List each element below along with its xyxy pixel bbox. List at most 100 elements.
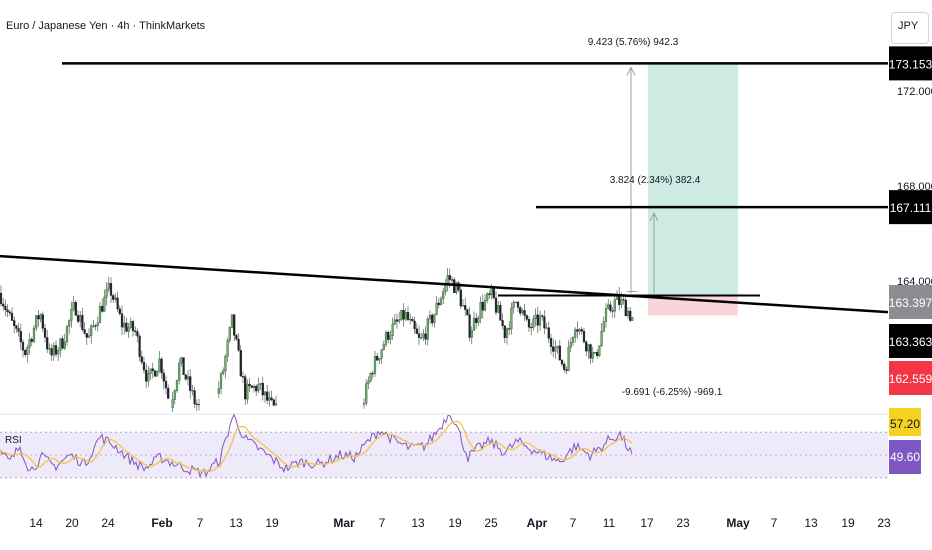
price-badge-level: 167.111: [889, 190, 932, 225]
candle: [582, 327, 586, 344]
candle: [272, 398, 275, 407]
candle-body: [30, 338, 33, 342]
price-badge-last: 163.363: [889, 324, 932, 358]
candle-body: [28, 338, 31, 348]
candle: [217, 381, 220, 399]
candle: [57, 347, 60, 361]
candle: [519, 305, 522, 317]
time-axis[interactable]: 14 20 24 Feb 7 13 19 Mar 7 13 19 25 Apr 7 11 17 23 May 7 13…: [29, 516, 891, 530]
candle: [422, 329, 425, 342]
candle-body: [233, 314, 236, 336]
candle: [178, 358, 181, 385]
candle-body: [389, 335, 392, 340]
candle: [446, 267, 449, 292]
candle: [226, 337, 229, 362]
candle-body: [505, 328, 509, 338]
candle-body: [167, 387, 170, 399]
candle-body: [439, 298, 443, 306]
candle-body: [558, 345, 561, 361]
candle: [120, 305, 124, 336]
candle-body: [415, 328, 418, 334]
candle-body: [591, 352, 594, 359]
time-tick-label: May: [726, 516, 750, 530]
candle: [481, 294, 484, 319]
candle-body: [158, 358, 161, 372]
time-tick-label: 7: [379, 516, 386, 530]
candle: [369, 371, 372, 383]
candle: [530, 322, 533, 336]
trendline[interactable]: [0, 254, 889, 314]
candle: [475, 312, 478, 330]
drawing-lines[interactable]: [0, 62, 889, 314]
candle: [433, 314, 436, 328]
candle-body: [248, 383, 251, 387]
candle-body: [173, 390, 176, 400]
candle: [384, 330, 388, 347]
candle-body: [147, 373, 150, 382]
candle-body: [244, 376, 247, 400]
candle-body: [488, 293, 491, 295]
candle-body: [37, 315, 40, 320]
candle-body: [446, 275, 449, 284]
candle: [268, 391, 271, 407]
candle-body: [604, 308, 608, 322]
candle: [483, 294, 487, 312]
candle-body: [241, 376, 245, 378]
candle-body: [527, 319, 531, 328]
candle: [538, 310, 542, 331]
candle: [15, 324, 18, 333]
candle-body: [259, 383, 262, 385]
candle: [549, 333, 553, 355]
candle-body: [369, 373, 372, 382]
candle-body: [609, 304, 612, 311]
candle: [556, 345, 559, 354]
candle: [46, 329, 49, 353]
candle-body: [246, 383, 249, 400]
candle: [263, 390, 267, 403]
candle-body: [393, 319, 396, 325]
candle: [131, 319, 135, 337]
price-badge-gray: 163.397: [889, 285, 932, 319]
currency-button[interactable]: JPY: [891, 12, 929, 44]
candle: [428, 310, 432, 325]
candle: [241, 371, 245, 384]
candle-body: [70, 308, 73, 321]
candle-body: [481, 302, 484, 311]
candle: [543, 310, 546, 335]
rsi-value-badge-text: 49.60: [890, 450, 920, 464]
candle: [171, 391, 174, 412]
candle: [219, 371, 223, 395]
candle: [138, 333, 141, 362]
candle: [41, 311, 44, 332]
candle-body: [453, 279, 456, 293]
candle-body: [448, 275, 451, 280]
position-annotation: -9.691 (-6.25%) -969.1: [622, 387, 723, 398]
candle: [398, 311, 401, 324]
candle-body: [508, 328, 511, 330]
candle-body: [398, 319, 401, 322]
candle-body: [26, 347, 29, 355]
candle-body: [61, 338, 64, 349]
candle: [569, 337, 572, 353]
candle-body: [404, 312, 407, 320]
candle: [618, 286, 621, 311]
candle-body: [54, 345, 58, 355]
candle-body: [105, 288, 108, 298]
candle: [488, 290, 491, 299]
price-badge-stop: 162.559: [889, 361, 932, 395]
candle: [43, 323, 47, 343]
candle: [21, 339, 25, 358]
candle-body: [92, 325, 95, 327]
price-axis[interactable]: 172.000168.000164.000: [889, 53, 932, 288]
candle-body: [387, 332, 390, 340]
candle-body: [239, 350, 242, 377]
price-tick-label: 172.000: [897, 86, 932, 98]
candle: [70, 301, 73, 328]
candle: [76, 310, 80, 324]
candle-body: [114, 297, 117, 300]
candle-body: [600, 331, 603, 346]
candle-body: [79, 314, 82, 322]
candle-body: [411, 318, 414, 322]
candle: [81, 307, 84, 332]
